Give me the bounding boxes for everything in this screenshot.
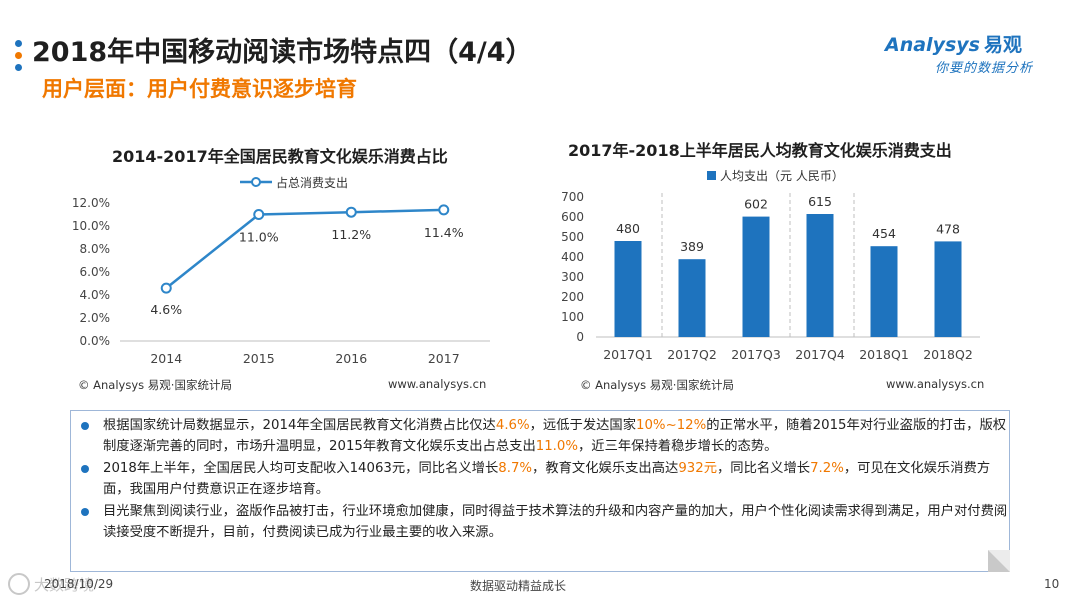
text: 目光聚焦到阅读行业，盗版作品被打击，行业环境愈加健康，同时得益于技术算法的升级和… xyxy=(103,504,1008,540)
watermark-icon xyxy=(8,573,30,595)
analysys-logo: Analysys 易观 你要的数据分析 xyxy=(885,30,1065,78)
summary-bullet-1: 根据国家统计局数据显示，2014年全国居民教育文化消费占比仅达4.6%，远低于发… xyxy=(71,415,1009,457)
legend-label: 占总消费支出 xyxy=(276,175,348,190)
highlight: 7.2% xyxy=(810,461,844,476)
data-label: 454 xyxy=(872,226,896,241)
summary-bullet-2: 2018年上半年，全国居民人均可支配收入14063元，同比名义增长8.7%，教育… xyxy=(71,458,1009,500)
x-tick-label: 2014 xyxy=(150,351,182,366)
text: ，教育文化娱乐支出高达 xyxy=(532,461,679,476)
y-tick-label: 200 xyxy=(561,290,584,304)
bullet-dot xyxy=(81,508,89,516)
bar xyxy=(678,259,706,337)
bar xyxy=(870,246,898,337)
data-point xyxy=(438,204,450,216)
y-tick-label: 100 xyxy=(561,310,584,324)
text: ，同比名义增长 xyxy=(717,461,811,476)
summary-bullet-3: 目光聚焦到阅读行业，盗版作品被打击，行业环境愈加健康，同时得益于技术算法的升级和… xyxy=(71,501,1009,543)
text: ，近三年保持着稳步增长的态势。 xyxy=(578,439,778,454)
x-tick-label: 2017 xyxy=(428,351,460,366)
page-fold xyxy=(988,550,1010,572)
summary-box: 根据国家统计局数据显示，2014年全国居民教育文化消费占比仅达4.6%，远低于发… xyxy=(70,410,1010,572)
line-chart-title: 2014-2017年全国居民教育文化娱乐消费占比 xyxy=(112,147,448,166)
data-label: 602 xyxy=(744,197,768,212)
series-line xyxy=(165,208,444,290)
x-tick-label: 2015 xyxy=(243,351,275,366)
y-tick-label: 300 xyxy=(561,270,584,284)
data-point xyxy=(345,206,357,218)
bullet-dot xyxy=(81,465,89,473)
x-tick-label: 2017Q2 xyxy=(667,347,717,362)
text: 的正常水平，随着2015年对行业盗版的打击，版权制度逐渐完善的同时，市场升温明显… xyxy=(103,418,1007,454)
data-point xyxy=(253,209,265,220)
line-chart-source: © Analysys 易观·国家统计局 xyxy=(78,378,232,392)
data-label: 11.4% xyxy=(424,225,464,240)
y-tick-label: 500 xyxy=(561,230,584,244)
data-label: 480 xyxy=(616,221,640,236)
highlight: 10%~12% xyxy=(636,418,707,433)
bar-chart-title: 2017年-2018上半年居民人均教育文化娱乐消费支出 xyxy=(568,141,952,160)
x-tick-label: 2018Q1 xyxy=(859,347,909,362)
text: ，可见在文化娱乐消费方面，我国用户付费意识正在逐步培育。 xyxy=(103,461,991,497)
title-dots xyxy=(15,40,23,76)
x-tick-label: 2016 xyxy=(335,351,367,366)
y-tick-label: 400 xyxy=(561,250,584,264)
legend-swatch xyxy=(707,171,716,180)
footer-date: 2018/10/29 xyxy=(44,577,114,591)
y-tick-label: 0.0% xyxy=(80,334,111,348)
bar-chart-url: www.analysys.cn xyxy=(886,377,985,391)
y-tick-label: 8.0% xyxy=(80,242,111,256)
highlight: 4.6% xyxy=(495,418,530,433)
bar xyxy=(934,241,962,337)
title-dot xyxy=(15,64,22,71)
y-tick-label: 700 xyxy=(561,190,584,204)
highlight: 932元 xyxy=(678,461,717,476)
bar xyxy=(742,216,770,337)
text: ，远低于发达国家 xyxy=(529,418,637,433)
bar-chart-source: © Analysys 易观·国家统计局 xyxy=(580,378,734,392)
y-tick-label: 2.0% xyxy=(80,311,111,325)
x-tick-label: 2017Q1 xyxy=(603,347,653,362)
title-dot xyxy=(15,40,22,47)
logo-brand: Analysys 易观 xyxy=(885,30,1065,57)
watermark-text: 大数跨境 xyxy=(34,576,95,594)
logo-tagline: 你要的数据分析 xyxy=(935,61,1034,76)
x-tick-label: 2017Q3 xyxy=(731,347,781,362)
y-tick-label: 12.0% xyxy=(72,196,110,210)
y-tick-label: 10.0% xyxy=(72,219,110,233)
data-label: 389 xyxy=(680,239,704,254)
page-subtitle: 用户层面：用户付费意识逐步培育 xyxy=(42,77,357,101)
data-label: 4.6% xyxy=(150,302,182,317)
logo-brand-cn: 易观 xyxy=(983,34,1022,56)
x-tick-label: 2018Q2 xyxy=(923,347,973,362)
legend-marker xyxy=(251,177,261,187)
footer-slogan: 数据驱动精益成长 xyxy=(470,579,567,593)
x-tick-label: 2017Q4 xyxy=(795,347,845,362)
page-title: 2018年中国移动阅读市场特点四（4/4） xyxy=(32,37,533,68)
line-chart-url: www.analysys.cn xyxy=(388,377,487,391)
text: 根据国家统计局数据显示，2014年全国居民教育文化消费占比仅达 xyxy=(103,418,496,433)
highlight: 11.0% xyxy=(535,439,578,454)
data-label: 11.0% xyxy=(239,230,279,245)
y-tick-label: 600 xyxy=(561,210,584,224)
text: 2018年上半年，全国居民人均可支配收入14063元，同比名义增长 xyxy=(103,461,499,476)
highlight: 8.7% xyxy=(498,461,533,476)
data-label: 11.2% xyxy=(331,227,371,242)
logo-brand-en: Analysys xyxy=(885,34,980,56)
y-tick-label: 6.0% xyxy=(80,265,111,279)
data-label: 615 xyxy=(808,194,832,209)
line-chart: 占总消费支出 0.0% 2.0% 4.0% 6.0% 8.0% 10.0% 12.0% 2014… xyxy=(72,175,490,366)
bar xyxy=(614,241,642,337)
y-tick-label: 0 xyxy=(576,330,584,344)
bar-chart: 人均支出（元 人民币） 0 100 200 300 400 500 600 700 480 2017… xyxy=(561,169,980,362)
data-point xyxy=(160,282,172,294)
title-dot xyxy=(15,52,22,59)
bar xyxy=(806,214,834,337)
y-tick-label: 4.0% xyxy=(80,288,111,302)
bullet-dot xyxy=(81,422,89,430)
legend-label: 人均支出（元 人民币） xyxy=(720,169,844,183)
data-label: 478 xyxy=(936,221,960,236)
page-number: 10 xyxy=(1044,577,1060,591)
